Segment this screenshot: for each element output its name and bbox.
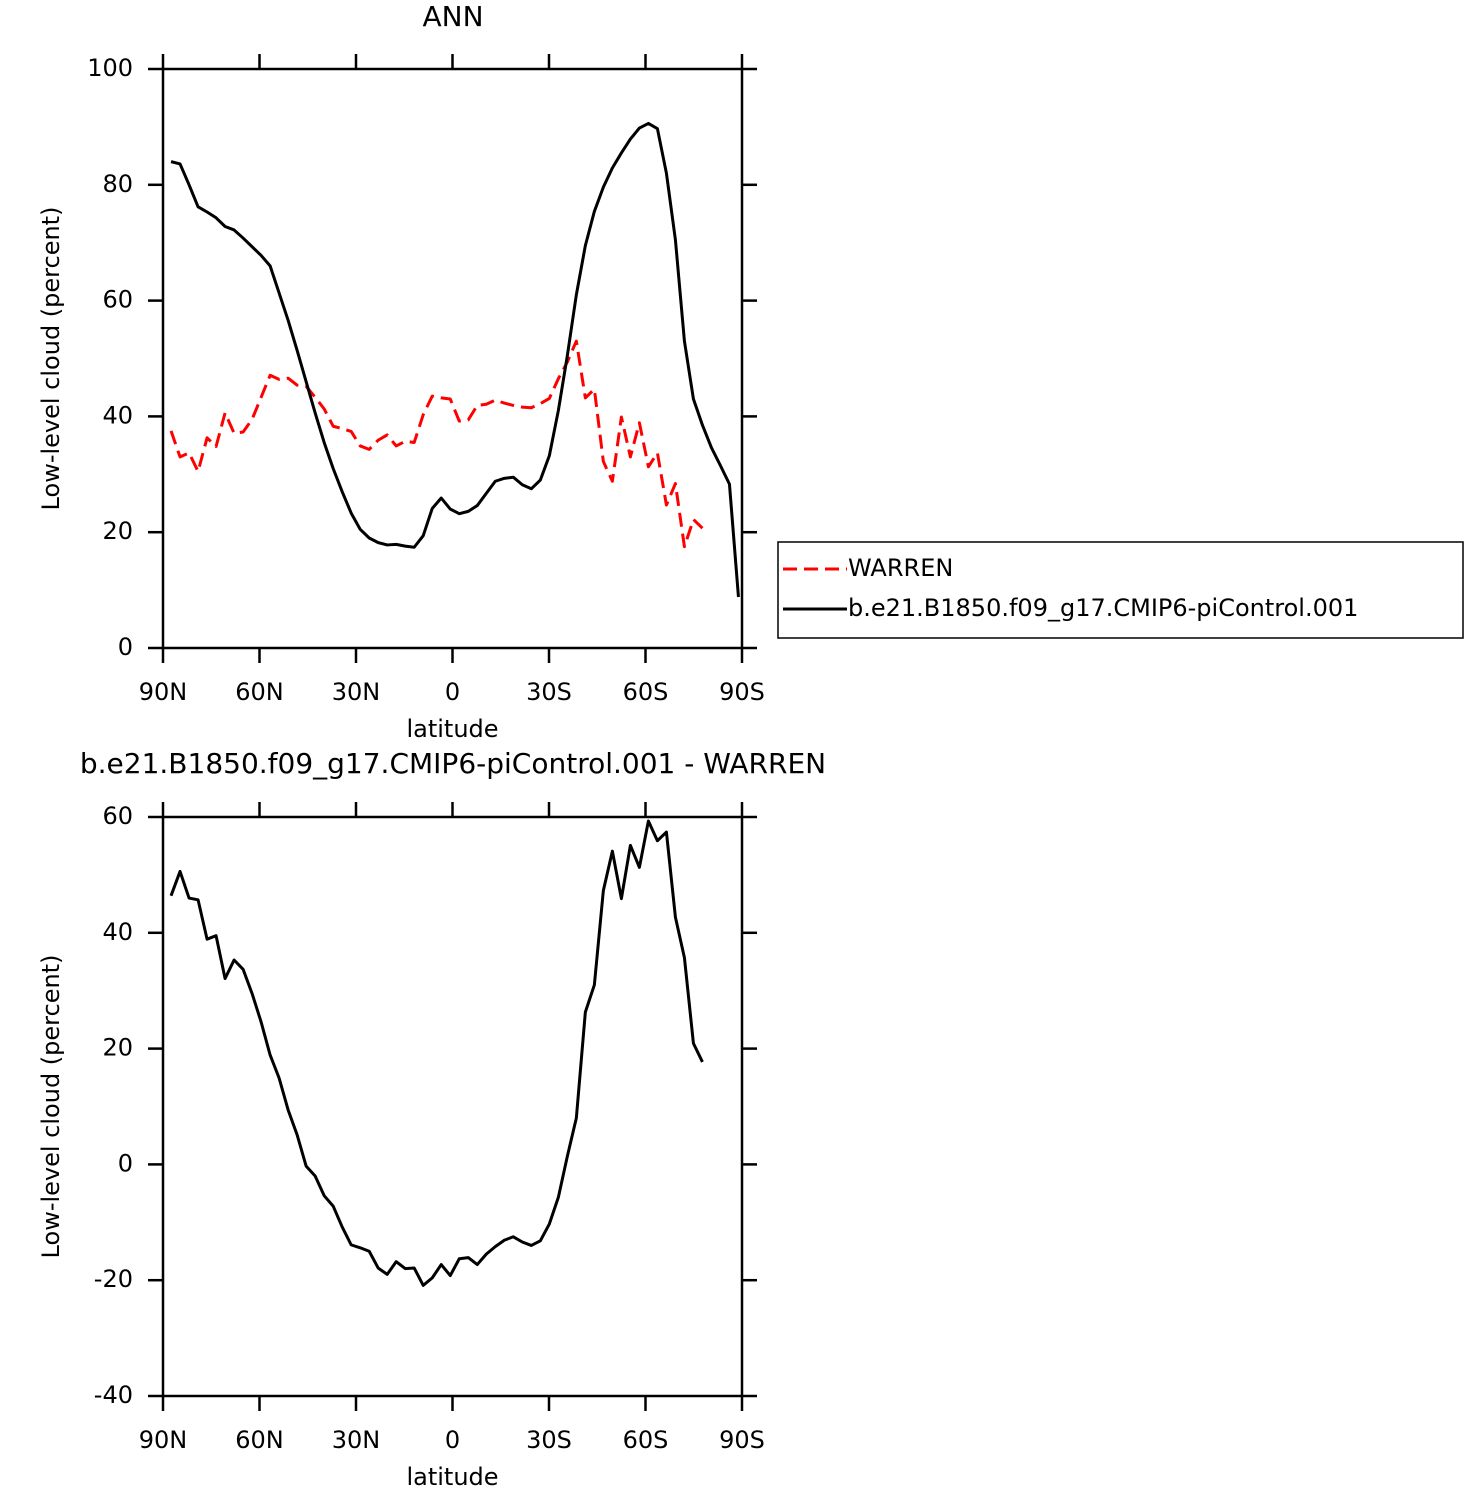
- y-tick-label: 0: [118, 1149, 133, 1177]
- y-tick-label: 40: [102, 401, 133, 429]
- x-tick-label: 90N: [139, 1426, 188, 1454]
- x-tick-label: 0: [445, 1426, 460, 1454]
- x-tick-label: 30N: [332, 678, 381, 706]
- y-tick-label: -20: [94, 1265, 133, 1293]
- data-line: [169, 339, 704, 549]
- x-tick-label: 90S: [719, 678, 765, 706]
- x-tick-label: 30S: [526, 678, 572, 706]
- x-axis-label: latitude: [406, 715, 498, 743]
- y-tick-label: 60: [102, 286, 133, 314]
- legend-label: WARREN: [848, 554, 953, 582]
- y-tick-label: 100: [87, 54, 133, 82]
- x-tick-label: 30N: [332, 1426, 381, 1454]
- x-tick-label: 30S: [526, 1426, 572, 1454]
- x-tick-label: 60S: [623, 1426, 669, 1454]
- y-axis-label: Low-level cloud (percent): [37, 955, 65, 1259]
- legend-label: b.e21.B1850.f09_g17.CMIP6-piControl.001: [848, 594, 1358, 622]
- plot-frame: [161, 815, 744, 1398]
- legend-box: [777, 541, 1464, 639]
- x-tick-label: 60N: [235, 1426, 284, 1454]
- x-tick-label: 60S: [623, 678, 669, 706]
- plot-frame: [161, 67, 744, 650]
- y-tick-label: 80: [102, 170, 133, 198]
- y-tick-label: 60: [102, 802, 133, 830]
- chart-title: b.e21.B1850.f09_g17.CMIP6-piControl.001 …: [80, 747, 826, 780]
- x-tick-label: 0: [445, 678, 460, 706]
- x-tick-label: 90N: [139, 678, 188, 706]
- y-tick-label: 20: [102, 1034, 133, 1062]
- y-tick-label: 20: [102, 517, 133, 545]
- x-tick-label: 60N: [235, 678, 284, 706]
- chart-title: ANN: [422, 0, 483, 33]
- data-line: [170, 121, 740, 598]
- y-axis-label: Low-level cloud (percent): [37, 207, 65, 511]
- y-tick-label: -40: [94, 1381, 133, 1409]
- x-tick-label: 90S: [719, 1426, 765, 1454]
- y-tick-label: 0: [118, 633, 133, 661]
- x-axis-label: latitude: [406, 1463, 498, 1491]
- y-tick-label: 40: [102, 918, 133, 946]
- data-line: [169, 819, 704, 1287]
